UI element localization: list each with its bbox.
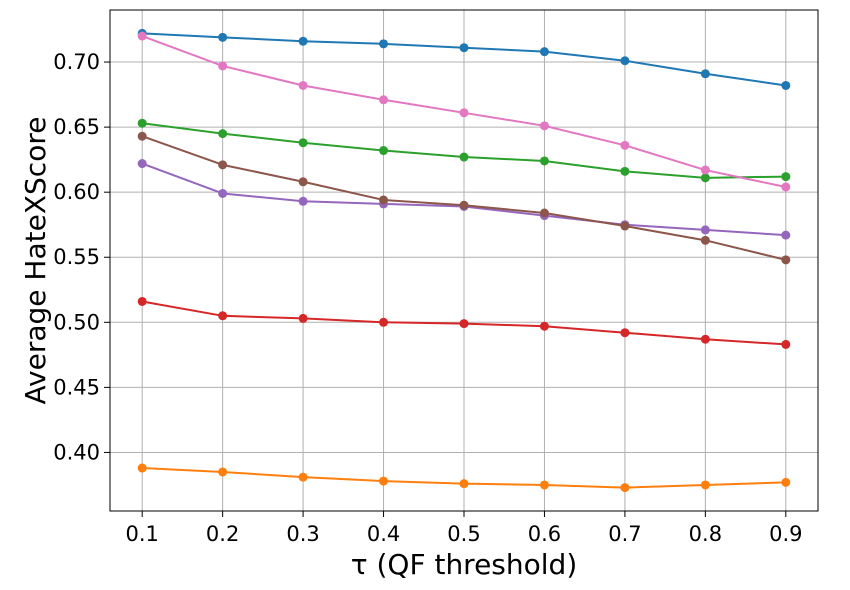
data-point [218,160,228,170]
data-point [620,140,630,150]
data-point [298,80,308,90]
data-point [459,479,469,489]
data-point [781,255,791,265]
data-point [379,146,389,156]
data-point [459,152,469,162]
data-point [620,328,630,338]
data-point [700,235,710,245]
data-point [620,221,630,231]
data-point [700,225,710,235]
data-point [620,166,630,176]
x-tick-label: 0.7 [608,522,641,546]
series-group [137,28,791,493]
y-tick-label: 0.45 [53,375,100,399]
data-point [700,69,710,79]
data-point [539,480,549,490]
data-point [539,47,549,57]
data-point [700,173,710,183]
y-tick-label: 0.55 [53,245,100,269]
series [137,463,791,493]
y-tick-label: 0.70 [53,50,100,74]
data-point [379,317,389,327]
data-point [298,138,308,148]
data-point [781,339,791,349]
y-tick-label: 0.40 [53,440,100,464]
x-tick-label: 0.8 [689,522,722,546]
data-point [781,182,791,192]
data-point [459,200,469,210]
data-point [781,230,791,240]
series [137,131,791,265]
data-point [539,156,549,166]
data-point [298,36,308,46]
y-tick-label: 0.60 [53,180,100,204]
data-point [700,334,710,344]
data-point [218,129,228,139]
data-point [379,95,389,105]
data-point [781,172,791,182]
x-tick-label: 0.5 [447,522,480,546]
x-tick-label: 0.4 [367,522,400,546]
data-point [218,311,228,321]
x-tick-label: 0.1 [125,522,158,546]
series [137,118,791,183]
data-point [137,159,147,169]
data-point [298,472,308,482]
data-point [137,296,147,306]
data-point [137,31,147,41]
data-point [298,177,308,187]
data-point [700,165,710,175]
data-point [218,32,228,42]
y-tick-label: 0.65 [53,115,100,139]
y-axis-label: Average HateXScore [19,117,52,405]
x-tick-label: 0.2 [206,522,239,546]
data-point [218,61,228,71]
x-axis-label: τ (QF threshold) [351,548,578,581]
data-point [137,118,147,128]
data-point [539,208,549,218]
grid-lines [110,10,818,511]
x-axis-ticks: 0.1 0.2 0.3 0.4 0.5 0.6 0.7 0.8 0.9 [125,511,803,546]
data-point [700,480,710,490]
y-tick-label: 0.50 [53,310,100,334]
data-point [379,476,389,486]
data-point [459,319,469,329]
data-point [781,477,791,487]
series [137,28,791,90]
series [137,31,791,192]
data-point [137,131,147,141]
data-point [539,321,549,331]
data-point [459,108,469,118]
data-point [218,188,228,198]
data-point [218,467,228,477]
data-point [298,313,308,323]
x-tick-label: 0.6 [528,522,561,546]
data-point [379,195,389,205]
data-point [781,80,791,90]
series [137,296,791,349]
data-point [620,483,630,493]
data-point [539,121,549,131]
x-tick-label: 0.9 [769,522,802,546]
y-axis-ticks: 0.40 0.45 0.50 0.55 0.60 0.65 0.70 [53,50,110,464]
data-point [379,39,389,49]
data-point [459,43,469,53]
data-point [137,463,147,473]
data-point [298,196,308,206]
data-point [620,56,630,66]
x-tick-label: 0.3 [286,522,319,546]
